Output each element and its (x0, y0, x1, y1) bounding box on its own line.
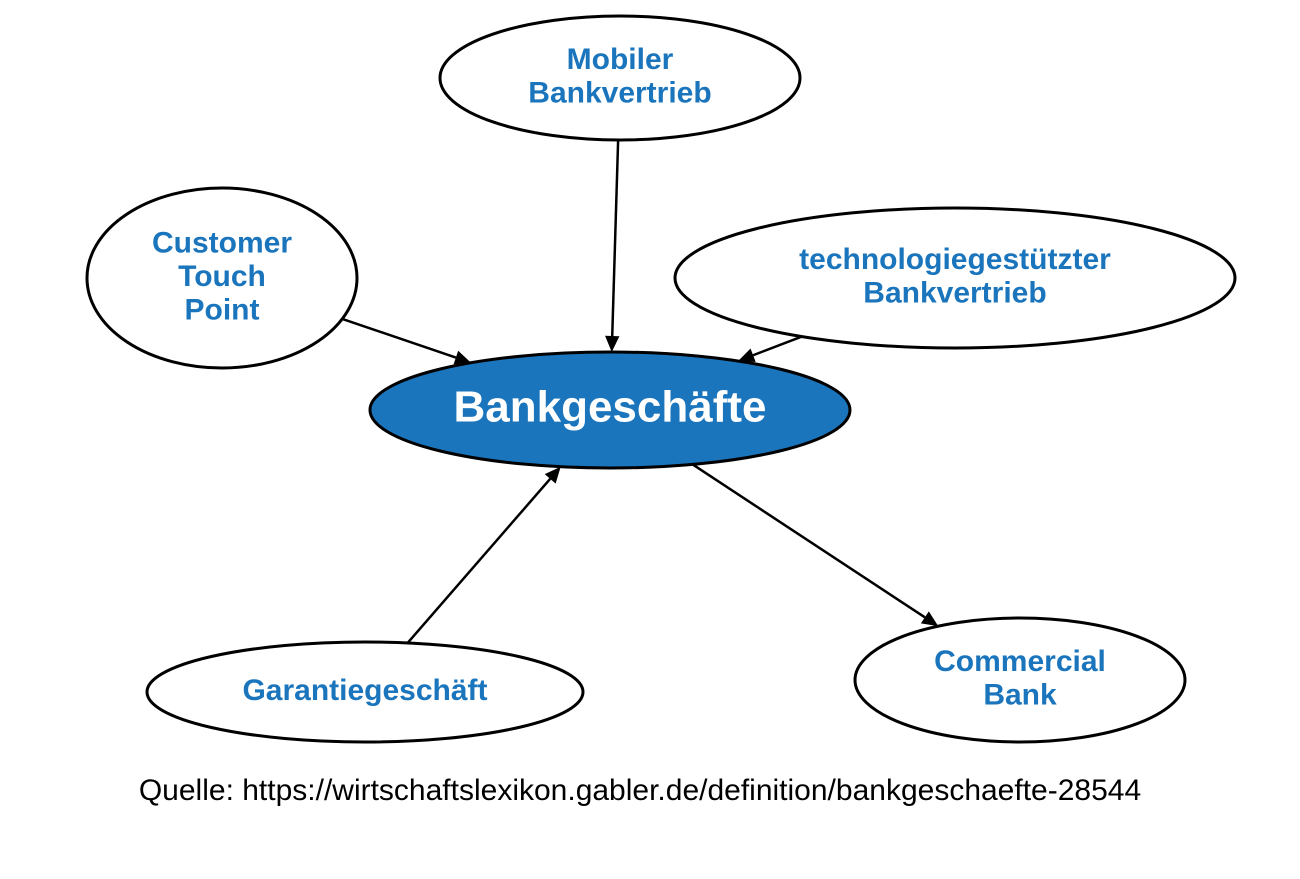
node-garantie-label: Garantiegeschäft (242, 674, 487, 707)
node-center-label: Bankgeschäfte (453, 383, 766, 432)
node-techno-label: technologiegestützter (799, 243, 1111, 276)
node-customer: CustomerTouchPoint (87, 188, 357, 368)
node-center: Bankgeschäfte (370, 352, 850, 468)
edge-mobiler-to-center (612, 140, 618, 336)
node-customer-label: Point (185, 294, 260, 327)
node-mobiler: MobilerBankvertrieb (440, 16, 800, 140)
arrowhead-icon (921, 611, 938, 626)
edge-garantie-to-center (408, 479, 551, 643)
node-garantie: Garantiegeschäft (147, 642, 583, 742)
arrowhead-icon (605, 336, 619, 352)
concept-map-diagram: BankgeschäfteMobilerBankvertriebCustomer… (0, 0, 1300, 879)
nodes-layer: BankgeschäfteMobilerBankvertriebCustomer… (87, 16, 1235, 742)
node-techno-label: Bankvertrieb (863, 277, 1046, 310)
node-customer-label: Customer (152, 226, 292, 259)
edge-center-to-commercial (693, 464, 925, 617)
node-techno: technologiegestützterBankvertrieb (675, 208, 1235, 348)
source-caption: Quelle: https://wirtschaftslexikon.gable… (139, 774, 1141, 807)
node-mobiler-label: Mobiler (567, 43, 674, 76)
node-commercial: CommercialBank (855, 618, 1185, 742)
edge-techno-to-center (753, 337, 802, 356)
node-customer-label: Touch (178, 260, 266, 293)
node-mobiler-label: Bankvertrieb (528, 77, 711, 110)
node-commercial-label: Commercial (934, 645, 1106, 678)
edge-customer-to-center (342, 319, 456, 358)
node-commercial-label: Bank (983, 679, 1057, 712)
